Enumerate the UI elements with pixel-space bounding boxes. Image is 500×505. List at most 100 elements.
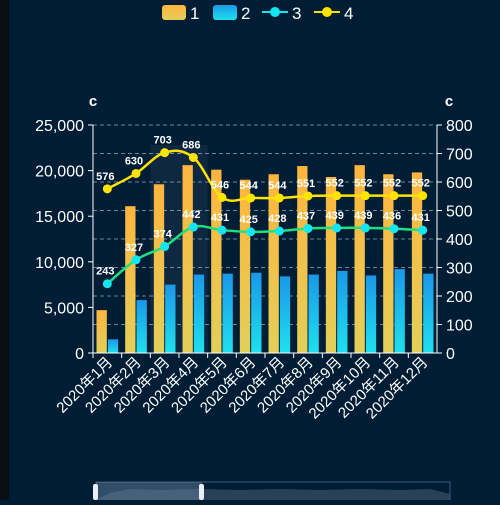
label-series-4: 686 bbox=[182, 139, 200, 151]
point-series-4 bbox=[389, 191, 399, 201]
legend-item-1[interactable]: 1 bbox=[162, 4, 199, 23]
y-right-tick-label: 100 bbox=[446, 318, 473, 335]
bar-series-1 bbox=[297, 166, 308, 353]
bar-series-1 bbox=[96, 310, 107, 353]
y-right-tick-label: 700 bbox=[446, 147, 473, 164]
label-series-4: 544 bbox=[268, 180, 287, 192]
label-series-3: 431 bbox=[211, 212, 229, 224]
bar-series-1 bbox=[268, 174, 279, 353]
bar-series-1 bbox=[153, 184, 165, 353]
data-zoom-slider[interactable] bbox=[93, 481, 451, 503]
point-series-3 bbox=[246, 227, 256, 237]
label-series-3: 243 bbox=[96, 266, 114, 278]
bar-series-1 bbox=[383, 174, 394, 353]
x-axis: 2020年1月2020年2月2020年3月2020年4月2020年5月2020年… bbox=[53, 352, 437, 422]
label-series-4: 552 bbox=[411, 178, 429, 190]
zoom-selected-window[interactable] bbox=[96, 482, 202, 502]
point-series-3 bbox=[160, 241, 170, 251]
grid-lines bbox=[93, 124, 437, 325]
legend-label-4: 4 bbox=[344, 4, 353, 23]
y-right-axis: 0 100 200 300 400 500 600 700 800 bbox=[436, 118, 473, 363]
bar-series-1 bbox=[411, 172, 423, 353]
bar-series-2 bbox=[193, 274, 205, 353]
y-right-tick-label: 500 bbox=[446, 204, 473, 221]
point-series-3 bbox=[274, 226, 284, 236]
label-series-4: 544 bbox=[239, 180, 258, 192]
legend-item-2[interactable]: 2 bbox=[213, 4, 250, 23]
label-series-4: 576 bbox=[96, 171, 114, 183]
y-left-tick-label: 25,000 bbox=[35, 118, 84, 135]
bar-series-2 bbox=[222, 273, 233, 353]
y-right-tick-label: 600 bbox=[446, 175, 473, 192]
label-series-4: 552 bbox=[354, 178, 372, 190]
legend-label-3: 3 bbox=[292, 4, 301, 23]
bar-series-2 bbox=[251, 272, 262, 353]
data-labels: 243 327 374 442 431 425 428 437 439 439 436 431 576 6… bbox=[96, 135, 430, 278]
point-series-4 bbox=[160, 148, 170, 158]
bar-series-2 bbox=[136, 300, 147, 353]
label-series-3: 439 bbox=[325, 210, 343, 222]
point-series-4 bbox=[418, 191, 428, 201]
bar-series-1 bbox=[182, 165, 193, 353]
zoom-handle-right[interactable] bbox=[199, 484, 204, 500]
point-series-3 bbox=[418, 225, 428, 235]
y-left-axis-name: c bbox=[89, 93, 97, 110]
label-series-3: 442 bbox=[182, 209, 200, 221]
legend-label-1: 1 bbox=[190, 4, 199, 23]
bar-series-1 bbox=[354, 165, 365, 353]
point-series-3 bbox=[389, 224, 399, 234]
y-left-tick-label: 15,000 bbox=[35, 209, 84, 226]
legend-swatch-2 bbox=[213, 5, 237, 20]
y-right-tick-label: 300 bbox=[446, 261, 473, 278]
label-series-4: 551 bbox=[297, 178, 315, 190]
left-edge-strip bbox=[0, 0, 9, 500]
legend-item-4[interactable]: 4 bbox=[314, 4, 353, 23]
y-left-axis: 0 5,000 10,000 15,000 20,000 25,000 bbox=[35, 118, 94, 363]
legend-point-3 bbox=[270, 7, 280, 17]
y-left-tick-label: 0 bbox=[75, 346, 84, 363]
y-right-tick-label: 800 bbox=[446, 118, 473, 135]
point-series-4 bbox=[360, 191, 370, 201]
y-left-tick-label: 20,000 bbox=[35, 164, 84, 181]
point-series-3 bbox=[102, 279, 112, 289]
legend-point-4 bbox=[322, 7, 332, 17]
bar-series-2 bbox=[107, 339, 119, 353]
bar-series bbox=[96, 145, 434, 353]
point-series-4 bbox=[274, 193, 284, 203]
point-series-3 bbox=[303, 223, 313, 233]
bar-series-2 bbox=[165, 284, 176, 353]
point-series-4 bbox=[246, 193, 256, 203]
bar-series-2 bbox=[279, 276, 291, 353]
y-right-tick-label: 200 bbox=[446, 289, 473, 306]
point-series-4 bbox=[332, 191, 342, 201]
label-series-3: 428 bbox=[268, 213, 286, 225]
point-series-4 bbox=[102, 184, 112, 194]
bar-series-2 bbox=[337, 270, 348, 353]
label-series-3: 327 bbox=[125, 242, 143, 254]
y-left-tick-label: 5,000 bbox=[44, 300, 84, 317]
label-series-4: 552 bbox=[383, 178, 401, 190]
bar-series-2 bbox=[365, 275, 377, 353]
point-series-3 bbox=[188, 222, 198, 232]
bar-series-1 bbox=[239, 179, 251, 353]
point-series-3 bbox=[131, 255, 141, 265]
point-series-4 bbox=[131, 168, 141, 178]
label-series-3: 431 bbox=[411, 212, 429, 224]
legend-item-3[interactable]: 3 bbox=[262, 4, 301, 23]
zoom-handle-left[interactable] bbox=[93, 484, 98, 500]
y-right-tick-label: 0 bbox=[446, 346, 455, 363]
label-series-3: 439 bbox=[354, 210, 372, 222]
y-right-tick-label: 400 bbox=[446, 232, 473, 249]
line-series bbox=[102, 148, 428, 289]
zoom-preview-area bbox=[96, 489, 450, 500]
bar-series-2 bbox=[394, 269, 405, 353]
label-series-3: 437 bbox=[297, 210, 315, 222]
label-series-4: 630 bbox=[125, 155, 143, 167]
label-series-3: 425 bbox=[239, 214, 257, 226]
label-series-4: 552 bbox=[325, 178, 343, 190]
point-series-3 bbox=[332, 223, 342, 233]
legend-swatch-1 bbox=[162, 5, 186, 20]
label-series-3: 374 bbox=[153, 228, 172, 240]
